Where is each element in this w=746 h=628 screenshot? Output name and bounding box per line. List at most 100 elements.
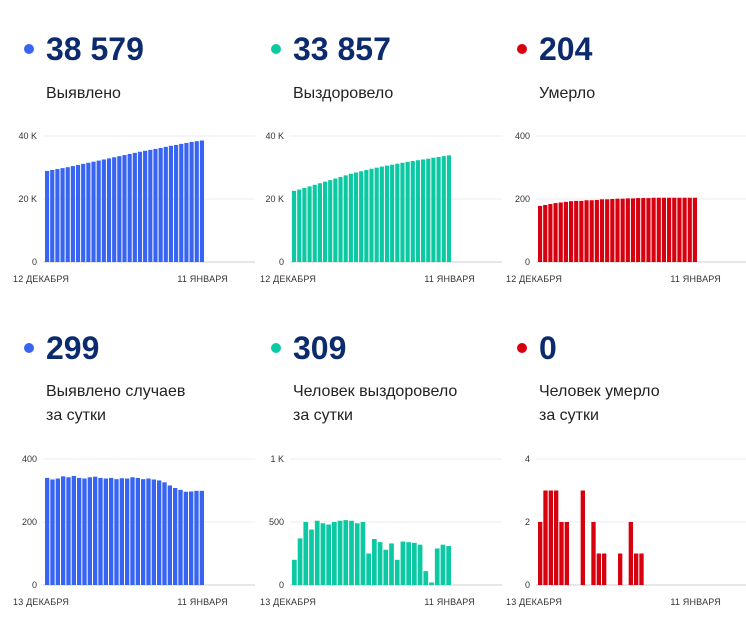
value: 33 857 <box>293 31 391 67</box>
bar <box>415 160 421 262</box>
panel-recovered-daily: 309 Человек выздоровело за сутки 0 500 1 K… <box>260 327 502 627</box>
y-tick-label: 4 <box>525 454 530 464</box>
bar <box>354 523 360 585</box>
bar <box>379 166 384 262</box>
value: 309 <box>293 330 347 366</box>
bar <box>338 176 343 262</box>
bar <box>605 199 610 262</box>
bar <box>326 524 331 585</box>
bar <box>651 197 656 262</box>
bar <box>434 548 440 585</box>
bar <box>602 553 607 585</box>
y-tick-label: 40 K <box>18 131 37 141</box>
bar <box>636 198 641 262</box>
bar <box>677 197 682 262</box>
bar <box>538 522 543 585</box>
bar <box>167 485 172 585</box>
bar <box>183 491 188 585</box>
bar <box>320 523 326 585</box>
label-line-1: Выявлено случаев <box>46 383 186 400</box>
bar <box>672 197 677 262</box>
bar <box>194 141 199 262</box>
bar <box>337 520 343 585</box>
bar <box>400 162 405 262</box>
panel-recovered-total: 33 857 Выздоровело 0 20 K 40 K 12 ДЕКАБРЯ 11… <box>260 28 502 328</box>
bar <box>558 202 563 262</box>
bar <box>366 553 371 585</box>
bar <box>353 172 359 262</box>
bar <box>446 155 451 262</box>
bar <box>307 186 312 262</box>
y-tick-label: 20 K <box>18 194 37 204</box>
bar <box>45 477 50 585</box>
bar <box>194 490 199 585</box>
label-line-2: за сутки <box>46 407 106 424</box>
bar <box>86 162 91 262</box>
legend-dot <box>24 343 34 353</box>
legend-dot <box>517 343 527 353</box>
bar <box>377 542 383 585</box>
x-label-start: 13 ДЕКАБРЯ <box>13 597 69 607</box>
y-tick-label: 400 <box>22 454 37 464</box>
bar <box>81 163 86 262</box>
bar <box>158 147 163 262</box>
bar <box>199 140 204 262</box>
bar <box>112 157 117 262</box>
bar <box>620 198 625 262</box>
x-label-start: 12 ДЕКАБРЯ <box>260 274 316 284</box>
value: 204 <box>539 31 593 67</box>
y-tick-label: 400 <box>515 131 530 141</box>
chart: 0 200 400 13 ДЕКАБРЯ 11 ЯНВАРЯ <box>13 454 255 607</box>
bar <box>82 478 87 585</box>
bar <box>554 490 559 585</box>
bar <box>101 159 106 262</box>
bar <box>641 198 646 262</box>
bar <box>615 198 620 262</box>
bar <box>646 198 651 262</box>
x-label-end: 11 ЯНВАРЯ <box>424 597 475 607</box>
bar <box>389 543 394 585</box>
bar <box>91 161 96 262</box>
bar <box>405 161 410 262</box>
bar <box>314 520 320 585</box>
bar <box>157 480 162 585</box>
bar <box>591 522 596 585</box>
y-tick-label: 0 <box>279 257 284 267</box>
bar <box>168 145 174 262</box>
bar <box>199 490 204 585</box>
bar <box>317 183 322 262</box>
y-tick-label: 0 <box>32 257 37 267</box>
bar <box>625 198 630 262</box>
y-tick-label: 200 <box>22 517 37 527</box>
bar <box>538 205 543 262</box>
value: 0 <box>539 330 557 366</box>
bar <box>151 479 156 585</box>
bar <box>369 168 374 262</box>
bar <box>117 156 122 262</box>
bar <box>65 167 70 262</box>
bar <box>163 146 168 262</box>
bar <box>45 170 50 262</box>
legend-dot <box>24 44 34 54</box>
bar <box>50 170 55 262</box>
bar <box>189 491 194 585</box>
bar <box>60 168 65 262</box>
bar <box>146 478 151 585</box>
bar <box>639 553 644 585</box>
bar <box>349 520 354 585</box>
value: 38 579 <box>46 31 144 67</box>
bar <box>153 148 158 262</box>
x-label-end: 11 ЯНВАРЯ <box>177 274 228 284</box>
label: Выздоровело <box>293 85 394 102</box>
bar <box>178 489 183 585</box>
bar <box>132 152 137 262</box>
value: 299 <box>46 330 100 366</box>
bar <box>122 155 127 262</box>
legend-dot <box>271 343 281 353</box>
bar <box>106 158 112 262</box>
y-tick-label: 0 <box>525 257 530 267</box>
y-tick-label: 500 <box>269 517 284 527</box>
chart: 0 20 K 40 K 12 ДЕКАБРЯ 11 ЯНВАРЯ <box>13 131 255 284</box>
bar <box>584 200 589 262</box>
label-line-1: Человек умерло <box>539 383 660 400</box>
